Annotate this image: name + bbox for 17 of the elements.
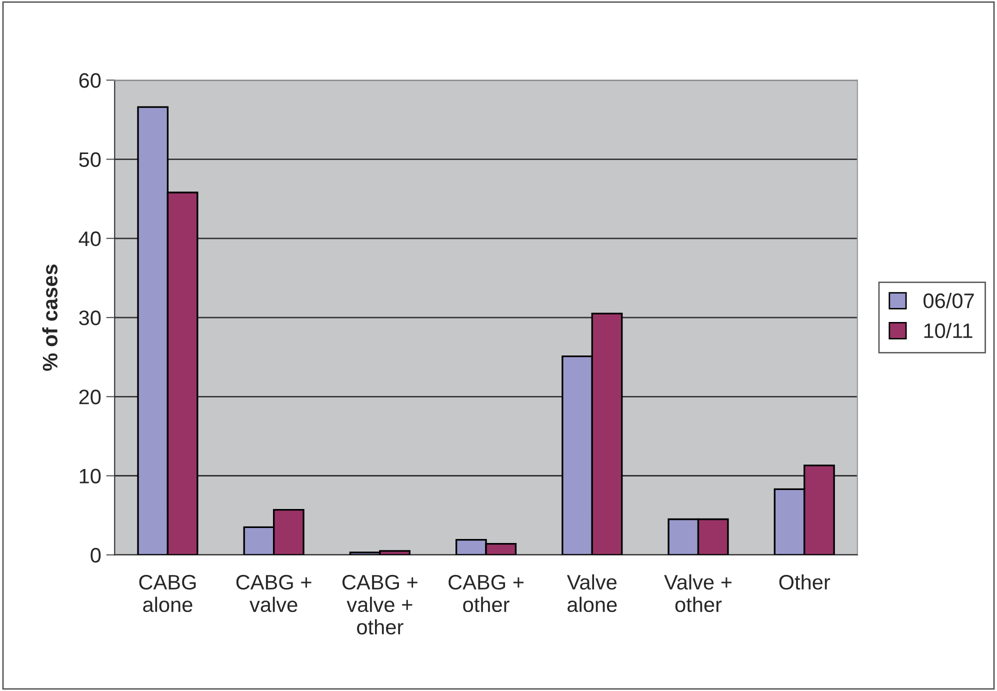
y-tick-label: 0 bbox=[90, 548, 101, 563]
y-tick-label: 60 bbox=[79, 73, 101, 88]
y-tick-label: 20 bbox=[79, 390, 101, 404]
legend-label: 10/11 bbox=[924, 322, 972, 338]
y-tick-label: 30 bbox=[79, 310, 101, 326]
x-tick-label: Valve + other bbox=[664, 574, 732, 612]
x-tick-label: CABG + valve + other bbox=[342, 574, 418, 634]
x-tick-label: CABG + valve bbox=[236, 574, 312, 612]
y-tick-label: 10 bbox=[80, 468, 101, 484]
y-tick-label: 40 bbox=[78, 231, 101, 246]
x-tick-label: CABG alone bbox=[139, 574, 196, 612]
y-axis-title: % of cases bbox=[42, 264, 58, 371]
x-tick-label: CABG + other bbox=[448, 574, 524, 612]
x-tick-label: Valve alone bbox=[566, 574, 617, 612]
y-tick-label: 50 bbox=[79, 152, 101, 168]
x-tick-label: Other bbox=[779, 574, 830, 590]
legend-label: 06/07 bbox=[924, 292, 974, 308]
